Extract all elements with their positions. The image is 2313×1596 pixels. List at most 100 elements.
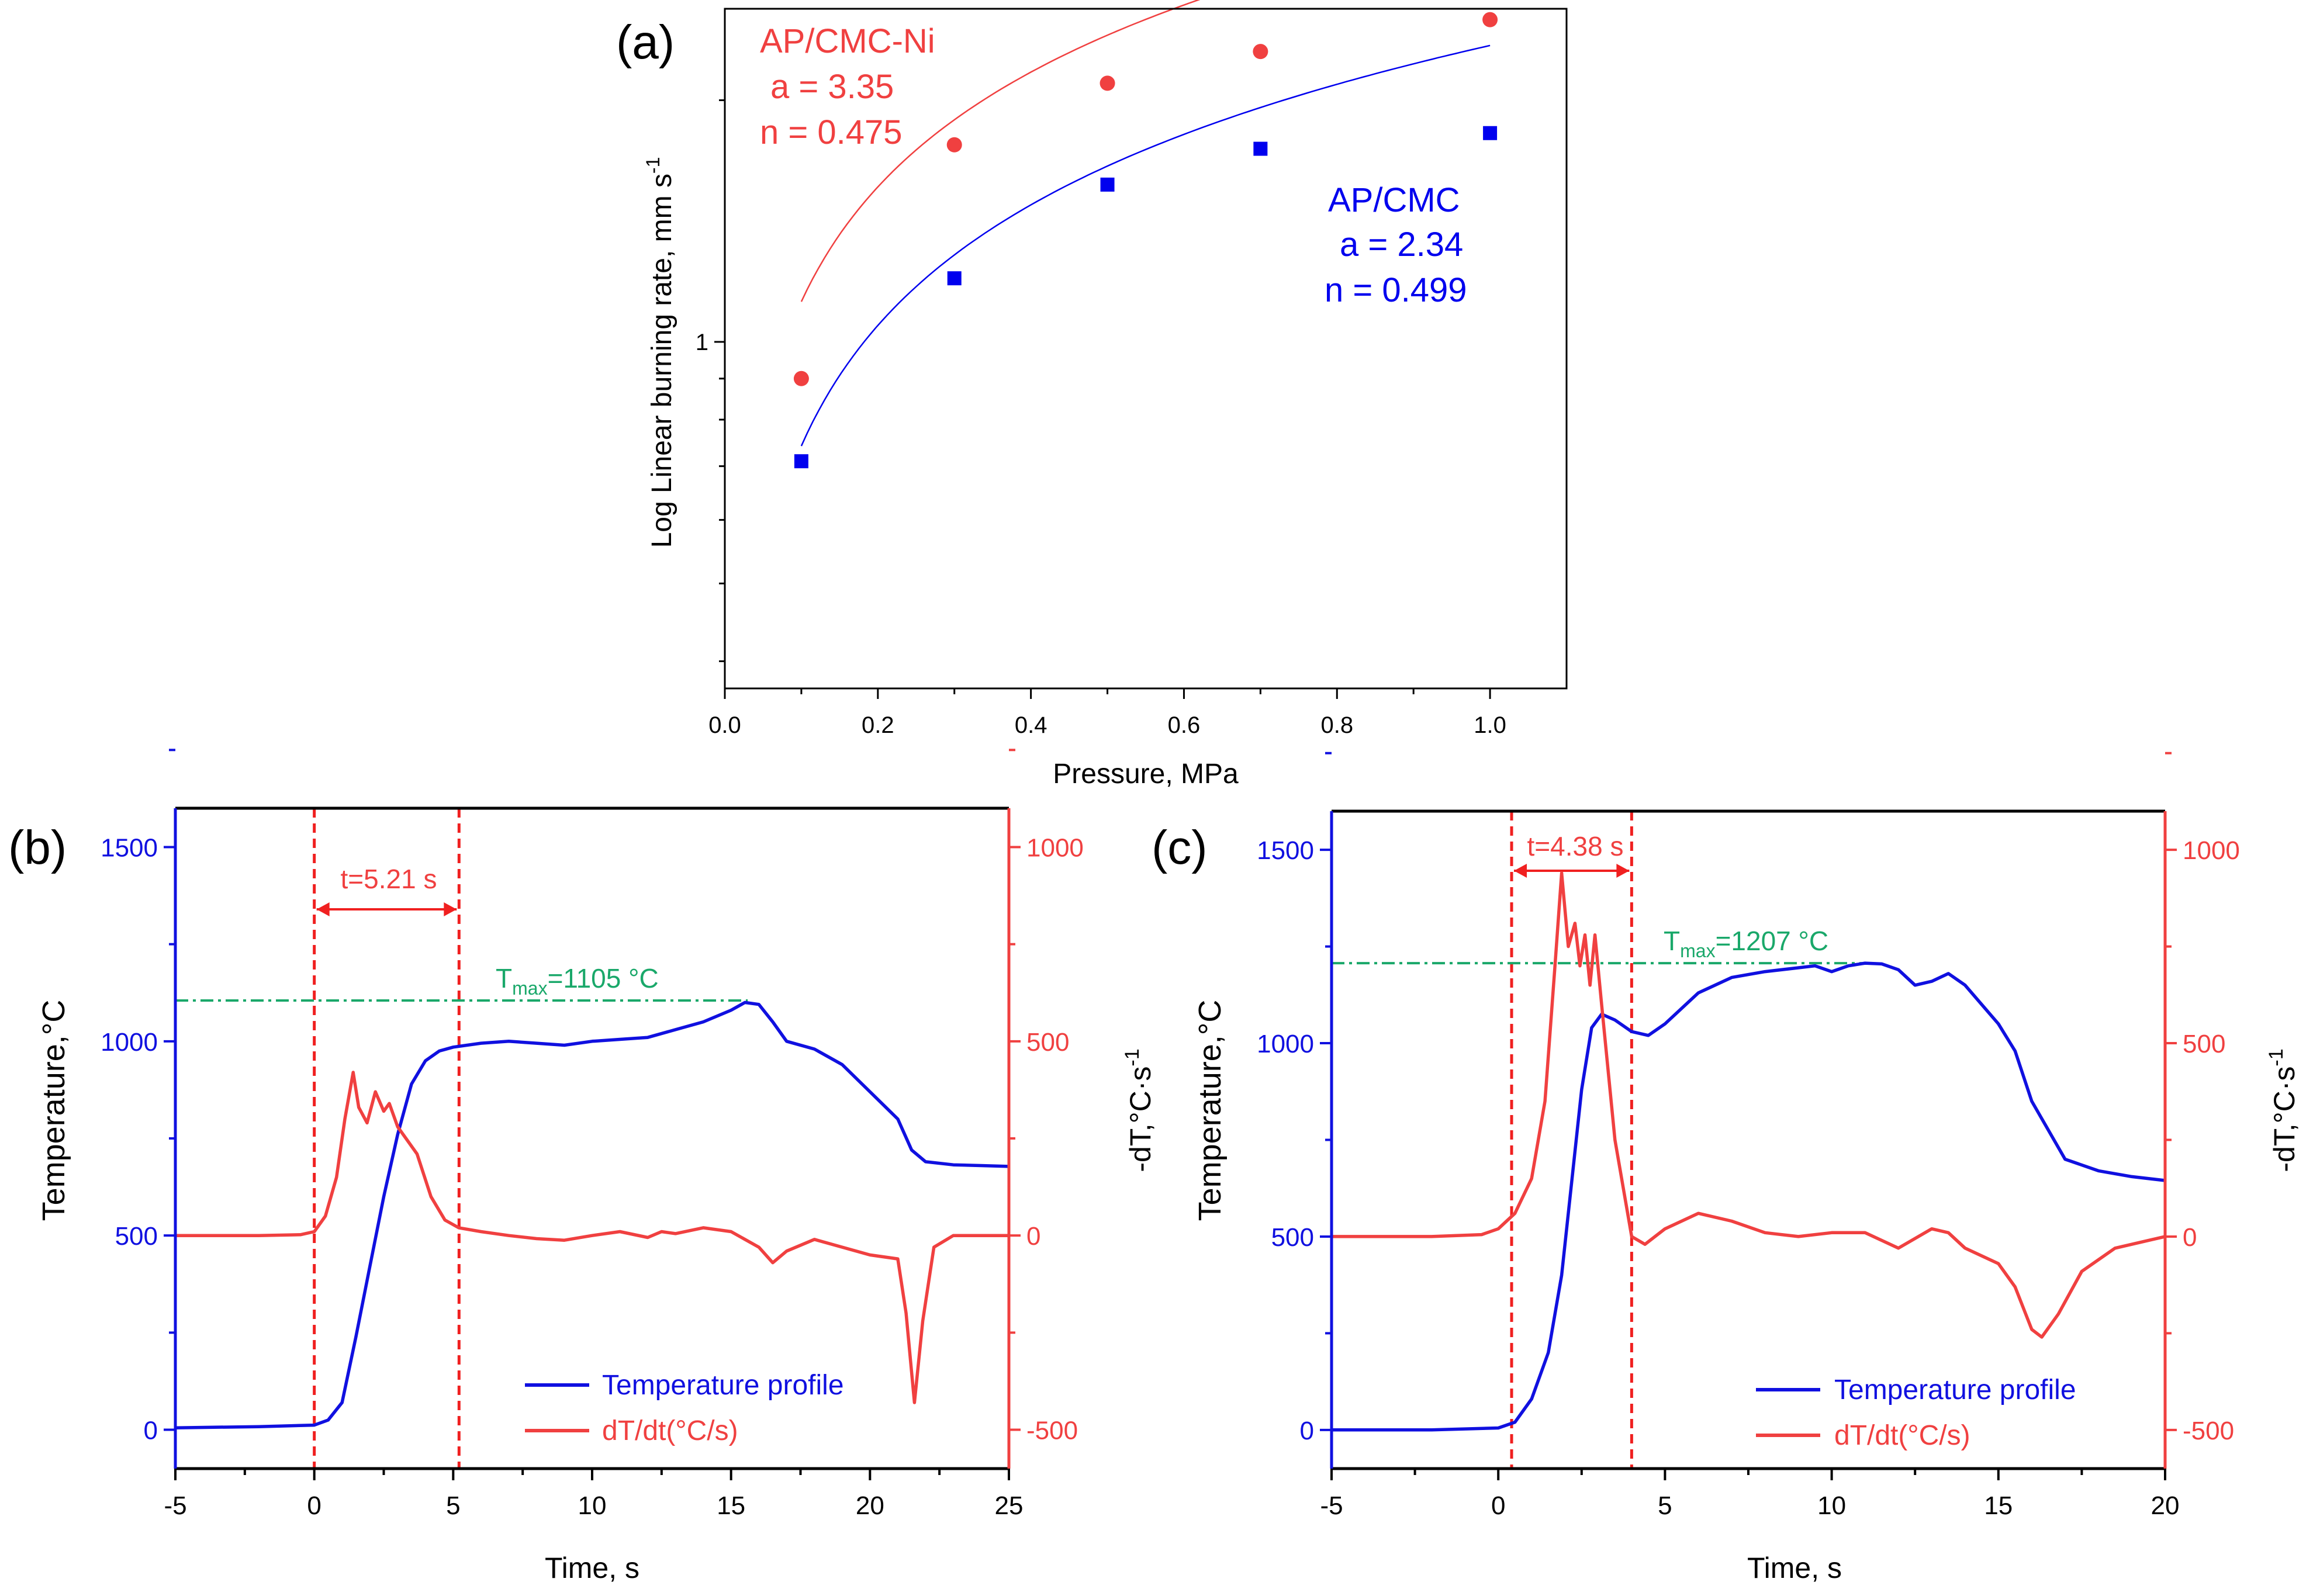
panel-c-interval-arrowhead-right — [1616, 864, 1630, 878]
panel-c-tmax-label: Tmax=1207 °C — [1664, 926, 1828, 961]
panel-b-legend-dtdt-label: dT/dt(°C/s) — [602, 1415, 738, 1446]
panel-c-y-left-tick-label: 1000 — [1257, 1030, 1314, 1058]
fit-line-ap-cmc-ni — [800, 0, 1201, 302]
panel-c-y-right-label: -dT,°C·s-1 — [2265, 1048, 2301, 1172]
panel-b-interval-arrowhead-right — [444, 902, 457, 916]
panel-a-y-axis-label-sup: -1 — [642, 157, 663, 174]
panel-b-y-right-tick-label: 1000 — [1026, 833, 1084, 862]
panel-b-x-tick-label: 5 — [446, 1491, 460, 1520]
panel-b-legend-temp-label: Temperature profile — [602, 1370, 844, 1401]
panel-c-y-left-tick-label: 500 — [1271, 1223, 1314, 1252]
panel-a-y-axis-label-main: Log Linear burning rate, mm s — [646, 174, 677, 548]
panel-a-x-tick-label: 0.4 — [1015, 712, 1047, 738]
data-point-ap-cmc-ni — [946, 137, 962, 153]
annotation-ni-n: n = 0.475 — [760, 113, 903, 151]
data-point-ap-cmc-ni — [1100, 75, 1115, 91]
panel-b-y-right-label: -dT,°C·s-1 — [1121, 1048, 1157, 1172]
annotation-cmc-a: a = 2.34 — [1340, 226, 1463, 264]
panel-c-interval-arrowhead-left — [1514, 864, 1527, 878]
panel-b-y-right-tick-label: 500 — [1026, 1028, 1069, 1057]
panel-a-y-axis-label: Log Linear burning rate, mm s-1 — [642, 157, 677, 548]
panel-c-legend: Temperature profile dT/dt(°C/s) — [1756, 1375, 2076, 1451]
panel-b-tmax-sub: max — [512, 978, 547, 999]
panel-b-x-tick-label: 15 — [717, 1491, 745, 1520]
panel-a-x-axis-label: Pressure, MPa — [1053, 759, 1239, 790]
annotation-ni-a: a = 3.35 — [770, 68, 894, 106]
panel-c-x-tick-label: 0 — [1491, 1491, 1505, 1520]
panel-a-label: (a) — [616, 16, 675, 69]
panel-a-x-tick-label: 1.0 — [1474, 712, 1506, 738]
panel-a-y-tick-label: 1 — [696, 330, 708, 355]
panel-b-x-tick-label: 25 — [995, 1491, 1024, 1520]
panel-c-legend-temp-label: Temperature profile — [1834, 1375, 2076, 1405]
panel-b-label: (b) — [8, 821, 67, 874]
panel-c-tmax-sub: max — [1680, 940, 1715, 961]
panel-b-x-tick-label: 10 — [578, 1491, 607, 1520]
panel-c-tmax-T: T — [1664, 926, 1680, 956]
panel-c-x-tick-label: 10 — [1817, 1491, 1846, 1520]
panel-b-x-axis-label: Time, s — [545, 1552, 639, 1584]
data-point-ap-cmc — [794, 454, 808, 469]
panel-b-y-left-label: Temperature,°C — [36, 1000, 71, 1221]
data-point-ap-cmc-ni — [793, 371, 809, 386]
panel-c-x-axis-label: Time, s — [1747, 1552, 1842, 1584]
panel-b-dtdt-curve — [175, 1071, 1009, 1404]
panel-a: 0.0 0.2 0.4 0.6 0.8 1.0 1 (a) Pressure, MPa Lo… — [616, 0, 1568, 790]
panel-c-x-tick-label: 20 — [2151, 1491, 2180, 1520]
panel-a-x-tick-label: 0.0 — [708, 712, 741, 738]
panel-c-y-right-tick-label: -500 — [2183, 1417, 2234, 1445]
panel-c-x-tick-label: 5 — [1658, 1491, 1672, 1520]
panel-c-y-right-label-main: -dT,°C·s — [2268, 1067, 2301, 1172]
panel-b-tmax-value: =1105 °C — [548, 963, 659, 993]
panel-c-dtdt-curve — [1332, 871, 2166, 1339]
panel-b-x-tick-label: -5 — [164, 1491, 186, 1520]
panel-c-y-right-tick-label: 1000 — [2183, 836, 2240, 865]
data-point-ap-cmc — [1100, 177, 1115, 192]
annotation-cmc-name: AP/CMC — [1328, 181, 1460, 219]
data-point-ap-cmc-ni — [1253, 44, 1268, 60]
panel-c-y-left-tick-label: 0 — [1300, 1417, 1314, 1445]
panel-c-x-tick-label: 15 — [1984, 1491, 2013, 1520]
panel-b: -5 0 5 10 15 20 25 0 500 1000 1500 -500 0 500 1000 (b)… — [8, 749, 1157, 1584]
panel-b-y-right-label-sup: -1 — [1121, 1048, 1143, 1066]
panel-a-x-tick-label: 0.2 — [862, 712, 894, 738]
panel-b-legend: Temperature profile dT/dt(°C/s) — [525, 1370, 844, 1446]
fit-line-ap-cmc — [800, 44, 1491, 446]
panel-b-y-left-tick-label: 1000 — [101, 1028, 158, 1057]
panel-c-x-tick-label: -5 — [1320, 1491, 1343, 1520]
panel-b-y-left-tick-label: 1500 — [101, 833, 158, 862]
panel-c-temperature-curve — [1332, 961, 2166, 1432]
data-point-ap-cmc — [947, 271, 962, 286]
panel-c-y-right-tick-label: 0 — [2183, 1223, 2197, 1252]
panel-b-interval-arrowhead-left — [316, 902, 330, 916]
data-point-ap-cmc — [1483, 126, 1498, 140]
annotation-cmc-n: n = 0.499 — [1325, 271, 1467, 309]
panel-a-x-tick-label: 0.6 — [1168, 712, 1201, 738]
panel-c: -5 0 5 10 15 20 0 500 1000 1500 -500 0 500 1000 (c) T… — [1152, 752, 2301, 1584]
panel-c-y-left-label: Temperature,°C — [1192, 1000, 1228, 1221]
panel-c-y-right-label-sup: -1 — [2265, 1048, 2287, 1066]
panel-b-y-right-tick-label: -500 — [1026, 1417, 1078, 1445]
data-point-ap-cmc-ni — [1482, 12, 1498, 27]
panel-b-tmax-T: T — [496, 963, 512, 993]
panel-c-y-left-tick-label: 1500 — [1257, 836, 1314, 865]
panel-b-interval-label: t=5.21 s — [341, 864, 437, 894]
annotation-ni-name: AP/CMC-Ni — [760, 22, 935, 60]
panel-c-legend-dtdt-label: dT/dt(°C/s) — [1834, 1420, 1970, 1451]
data-point-ap-cmc — [1253, 141, 1268, 156]
panel-b-x-tick-label: 20 — [856, 1491, 884, 1520]
panel-b-y-right-tick-label: 0 — [1026, 1222, 1040, 1251]
panel-b-tmax-label: Tmax=1105 °C — [496, 963, 659, 999]
panel-c-label: (c) — [1152, 821, 1208, 874]
panel-a-plot-frame — [724, 8, 1568, 690]
panel-c-tmax-value: =1207 °C — [1716, 926, 1829, 956]
panel-c-y-right-tick-label: 500 — [2183, 1030, 2225, 1058]
panel-b-y-left-tick-label: 0 — [144, 1417, 158, 1445]
panel-b-y-right-label-main: -dT,°C·s — [1124, 1067, 1157, 1172]
panel-b-x-tick-label: 0 — [307, 1491, 321, 1520]
panel-c-interval-label: t=4.38 s — [1527, 831, 1624, 861]
panel-b-temperature-curve — [175, 1000, 1009, 1429]
panel-a-x-tick-label: 0.8 — [1320, 712, 1353, 738]
panel-b-y-left-tick-label: 500 — [115, 1222, 158, 1251]
